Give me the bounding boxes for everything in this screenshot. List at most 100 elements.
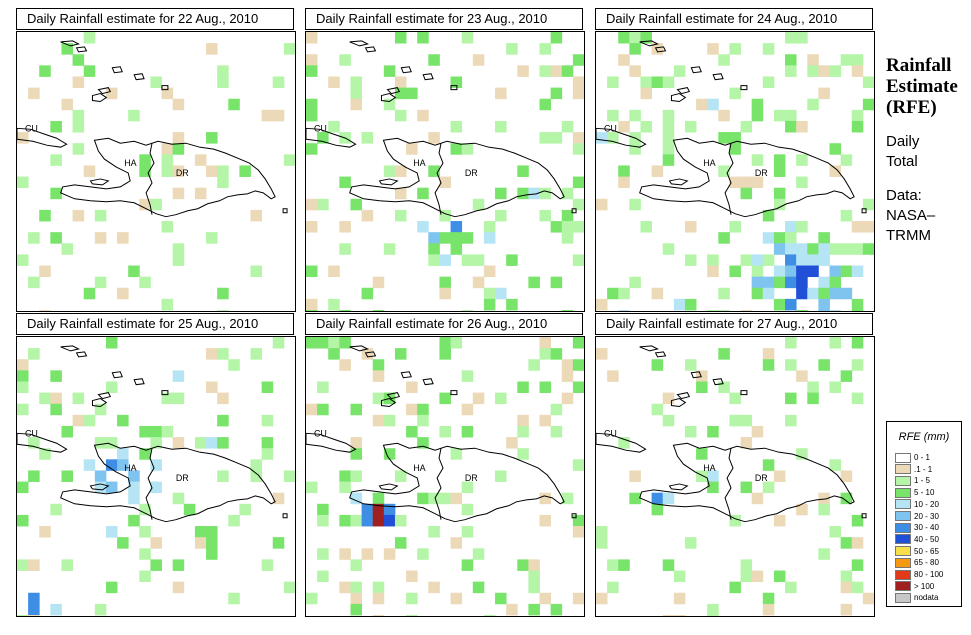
rainfall-cell xyxy=(428,232,440,244)
rainfall-cell xyxy=(139,448,151,460)
rainfall-grid xyxy=(17,32,295,311)
rainfall-cell xyxy=(439,348,451,360)
rainfall-cell xyxy=(495,470,507,482)
rainfall-cell xyxy=(472,548,485,560)
rainfall-cell xyxy=(572,514,584,527)
rainfall-cell xyxy=(718,132,730,144)
rainfall-cell xyxy=(807,381,819,394)
rainfall-cell xyxy=(361,503,374,516)
rainfall-cell xyxy=(439,209,451,222)
rainfall-cell xyxy=(383,65,396,77)
legend-item: 80 - 100 xyxy=(895,569,943,580)
rainfall-cell xyxy=(840,243,853,255)
rainfall-cell xyxy=(461,403,474,416)
rainfall-cell xyxy=(94,276,107,289)
rainfall-cell xyxy=(450,221,463,233)
rainfall-cell xyxy=(651,503,664,516)
rainfall-cell xyxy=(161,165,174,177)
rainfall-cell xyxy=(729,514,741,527)
rainfall-cell xyxy=(361,132,374,144)
rainfall-cell xyxy=(740,310,753,311)
rainfall-cell xyxy=(729,414,741,427)
rainfall-cell xyxy=(517,448,529,460)
hispaniola-coastline xyxy=(60,137,276,218)
period-line-2: Total xyxy=(886,153,918,170)
rainfall-cell xyxy=(785,232,797,244)
rainfall-cell xyxy=(684,537,697,549)
rainfall-cell xyxy=(161,87,174,100)
rainfall-cell xyxy=(94,209,107,222)
rainfall-cell xyxy=(172,98,185,111)
rainfall-cell xyxy=(773,109,786,122)
rainfall-cell xyxy=(483,265,496,278)
rainfall-cell xyxy=(17,254,29,266)
rainfall-cell xyxy=(618,32,630,44)
rainfall-cell xyxy=(539,187,552,200)
rainfall-cell xyxy=(662,392,675,405)
rainfall-cell xyxy=(161,392,174,405)
rainfall-cell xyxy=(651,43,664,55)
rainfall-cell xyxy=(306,54,318,66)
rainfall-cell xyxy=(206,43,218,55)
island-coastline xyxy=(349,345,369,352)
rainfall-cell xyxy=(673,65,686,77)
rainfall-cell xyxy=(572,143,584,155)
rainfall-cell xyxy=(829,287,842,300)
rainfall-cell xyxy=(773,276,786,289)
rainfall-cell xyxy=(105,437,118,449)
rainfall-cell xyxy=(840,54,853,66)
rainfall-cell xyxy=(851,559,864,571)
rainfall-cell xyxy=(450,232,463,244)
rainfall-cell xyxy=(306,98,318,111)
rainfall-cell xyxy=(596,132,608,144)
rainfall-cell xyxy=(718,165,730,177)
rainfall-cell xyxy=(829,276,842,289)
rainfall-cell xyxy=(751,254,764,266)
rainfall-cell xyxy=(718,310,730,311)
rainfall-cell xyxy=(506,603,518,616)
legend-item: 65 - 80 xyxy=(895,557,939,568)
rainfall-cell xyxy=(439,232,451,244)
rainfall-cell xyxy=(862,243,874,255)
rainfall-cell xyxy=(350,581,362,594)
legend-swatch xyxy=(895,475,911,486)
rainfall-cell xyxy=(807,265,819,278)
rainfall-cell xyxy=(762,43,775,55)
rainfall-cell xyxy=(607,132,619,144)
rainfall-cell xyxy=(818,287,830,300)
rainfall-cell xyxy=(539,43,552,55)
rainfall-cell xyxy=(461,503,474,516)
rainfall-cell xyxy=(829,243,842,255)
rainfall-cell xyxy=(640,76,652,89)
rainfall-cell xyxy=(472,581,485,594)
rainfall-cell xyxy=(306,265,318,278)
rainfall-cell xyxy=(439,276,451,289)
rainfall-cell xyxy=(550,65,563,77)
rainfall-cell xyxy=(818,310,830,311)
rainfall-cell xyxy=(439,425,451,438)
dominican_republic-label: DR xyxy=(755,168,768,178)
rainfall-cell xyxy=(729,132,741,144)
rainfall-cell xyxy=(461,370,474,382)
rainfall-cell xyxy=(261,381,274,394)
rainfall-cell xyxy=(851,221,864,233)
rainfall-cell xyxy=(406,570,418,583)
rainfall-cell xyxy=(572,459,584,471)
rainfall-cell xyxy=(339,481,351,494)
rainfall-cell xyxy=(383,165,396,177)
rainfall-grid xyxy=(17,337,295,616)
rainfall-cell xyxy=(328,120,340,133)
rainfall-cell xyxy=(762,276,775,289)
rainfall-cell xyxy=(194,154,207,166)
island-coastline xyxy=(378,178,399,186)
rainfall-cell xyxy=(461,254,474,266)
rainfall-cell xyxy=(751,176,764,189)
rainfall-cell xyxy=(840,154,853,166)
island-coastline xyxy=(422,73,434,81)
rainfall-cell xyxy=(629,43,641,55)
rainfall-cell xyxy=(740,570,753,583)
panel-title: Daily Rainfall estimate for 25 Aug., 201… xyxy=(16,313,294,335)
legend-item: 30 - 40 xyxy=(895,522,939,533)
rainfall-cell xyxy=(39,448,51,460)
rainfall-cell xyxy=(696,370,708,382)
